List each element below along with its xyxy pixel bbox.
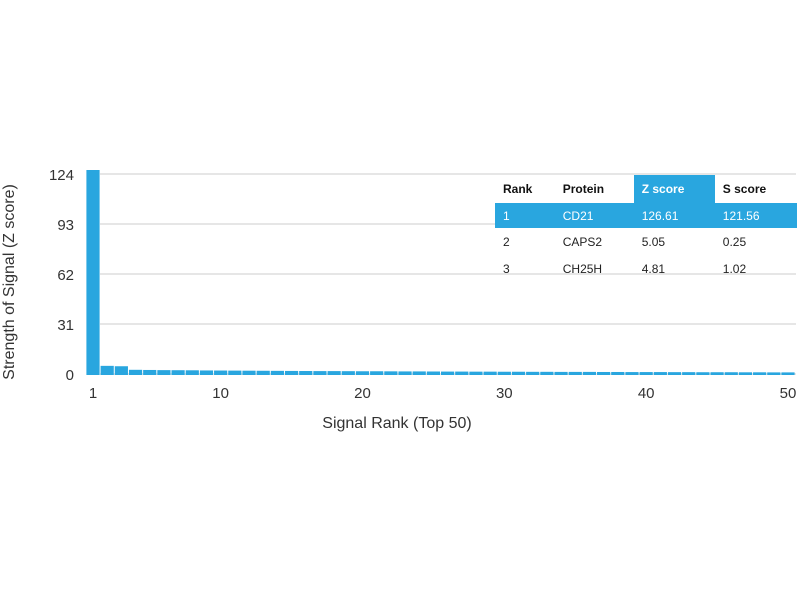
bar-rank-28 <box>469 371 483 375</box>
y-tick-label: 31 <box>57 317 74 334</box>
bar-rank-25 <box>426 371 440 375</box>
table-cell: CD21 <box>554 203 634 228</box>
bar-rank-48 <box>753 372 767 375</box>
bar-rank-38 <box>611 371 625 375</box>
bar-rank-49 <box>767 372 781 375</box>
bar-rank-15 <box>284 370 299 375</box>
bar-rank-3 <box>114 366 128 375</box>
bar-rank-7 <box>171 370 185 375</box>
bar-rank-1 <box>86 170 100 375</box>
table-cell: 2 <box>503 234 510 249</box>
table-cell: 1.02 <box>722 261 747 276</box>
bar-rank-37 <box>597 371 611 375</box>
bar-rank-2 <box>100 365 114 375</box>
table-row: 2 CAPS2 5.05 0.25 <box>495 228 797 255</box>
bar-rank-45 <box>710 372 724 375</box>
bar-rank-40 <box>639 372 653 375</box>
top-signals-table: Rank Protein Z score S score 1 CD21 126.61 121… <box>495 175 797 282</box>
table-cell: CH25H <box>562 261 603 276</box>
bar-rank-10 <box>214 370 228 375</box>
x-tick-label: 20 <box>354 385 371 402</box>
x-tick-label: 1 <box>89 385 97 402</box>
table-cell: 1 <box>495 203 555 228</box>
table-header-z-score: Z score <box>633 175 715 203</box>
y-axis-label: Strength of Signal (Z score) <box>1 184 18 380</box>
bar-rank-47 <box>738 372 753 375</box>
table-cell: 3 <box>503 261 510 276</box>
table-row: 3 CH25H 4.81 1.02 <box>495 255 797 282</box>
y-tick-label: 124 <box>49 167 74 184</box>
bar-rank-20 <box>355 371 370 375</box>
bar-rank-35 <box>568 371 582 375</box>
bar-rank-31 <box>511 371 526 375</box>
bar-rank-33 <box>540 371 554 375</box>
x-tick-label: 40 <box>638 385 655 402</box>
bar-rank-27 <box>455 371 469 375</box>
table-cell: 0.25 <box>722 234 747 249</box>
y-tick-label: 0 <box>66 367 74 384</box>
bar-rank-16 <box>299 371 313 375</box>
bar-rank-32 <box>526 371 540 375</box>
bar-rank-50 <box>781 372 795 375</box>
bar-rank-34 <box>554 371 568 375</box>
bar-rank-42 <box>667 372 682 375</box>
bar-rank-43 <box>682 372 696 375</box>
bar-rank-46 <box>724 372 738 375</box>
bar-rank-19 <box>341 371 355 375</box>
bar-rank-39 <box>625 372 639 375</box>
bar-rank-13 <box>256 370 270 375</box>
table-cell: 5.05 <box>641 234 666 249</box>
x-tick-label: 50 <box>780 385 797 402</box>
x-tick-label: 30 <box>496 385 513 402</box>
bar-rank-6 <box>157 370 171 375</box>
y-tick-label: 62 <box>57 267 74 284</box>
bar-rank-12 <box>242 370 256 375</box>
bar-rank-5 <box>143 369 157 375</box>
bar-rank-23 <box>398 371 412 375</box>
bar-rank-17 <box>313 371 327 375</box>
table-cell: 126.61 <box>633 203 715 228</box>
table-cell: 4.81 <box>641 261 666 276</box>
x-axis-label: Signal Rank (Top 50) <box>322 415 471 432</box>
table-header-s-score: S score <box>722 182 767 196</box>
bar-rank-14 <box>270 370 284 375</box>
table-header-protein: Protein <box>562 182 605 196</box>
y-tick-label: 93 <box>57 217 74 234</box>
table-cell: CAPS2 <box>562 234 603 249</box>
bar-rank-41 <box>653 372 667 375</box>
bar-rank-30 <box>497 371 511 375</box>
bar-rank-24 <box>412 371 426 375</box>
bar-rank-36 <box>582 371 597 375</box>
table-row: 1 CD21 126.61 121.56 <box>495 203 797 228</box>
bar-rank-21 <box>370 371 384 375</box>
bar-rank-44 <box>696 372 710 375</box>
bar-rank-9 <box>199 370 214 375</box>
table-cell: 121.56 <box>714 203 797 228</box>
bar-rank-18 <box>327 371 341 375</box>
bar-rank-8 <box>185 370 199 375</box>
bar-rank-29 <box>483 371 497 375</box>
bar-rank-22 <box>384 371 398 375</box>
table-header-rank: Rank <box>503 182 533 196</box>
bar-rank-11 <box>228 370 242 375</box>
bar-rank-26 <box>441 371 455 375</box>
x-tick-label: 10 <box>212 385 229 402</box>
bar-rank-4 <box>128 369 143 375</box>
